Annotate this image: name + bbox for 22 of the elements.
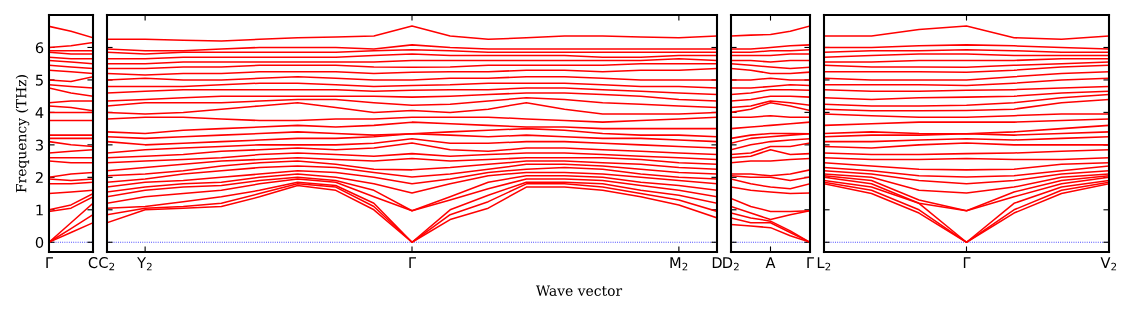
x-tick-label: V$_{2}$ — [1100, 257, 1117, 271]
x-tick-label: Γ — [46, 257, 53, 268]
y-tick-label: 5 — [35, 74, 43, 86]
x-tick-label: D$_{2}$ — [723, 257, 739, 271]
x-tick-label: Y$_{2}$ — [137, 257, 152, 271]
x-axis-title: Wave vector — [535, 285, 623, 296]
y-tick-label: 0 — [35, 236, 44, 249]
y-tick-label: 3 — [35, 139, 43, 151]
x-tick-label: C — [88, 257, 98, 269]
y-tick-label: 1 — [36, 204, 43, 216]
x-tick-label: A — [765, 257, 776, 268]
y-axis-title: Frequency (THz) — [15, 75, 30, 193]
x-tick-label: L$_{2}$ — [817, 257, 831, 271]
y-tick-label: 4 — [35, 107, 44, 118]
x-tick-label: Γ — [409, 257, 416, 268]
x-tick-label: Γ — [963, 257, 971, 268]
y-tick-label: 6 — [35, 42, 44, 54]
x-tick-label: M$_{2}$ — [670, 257, 688, 271]
x-tick-label: D — [712, 257, 722, 268]
y-tick-label: 2 — [35, 172, 43, 183]
x-tick-label: Γ — [807, 257, 814, 268]
x-tick-label: C$_{2}$ — [99, 257, 115, 271]
